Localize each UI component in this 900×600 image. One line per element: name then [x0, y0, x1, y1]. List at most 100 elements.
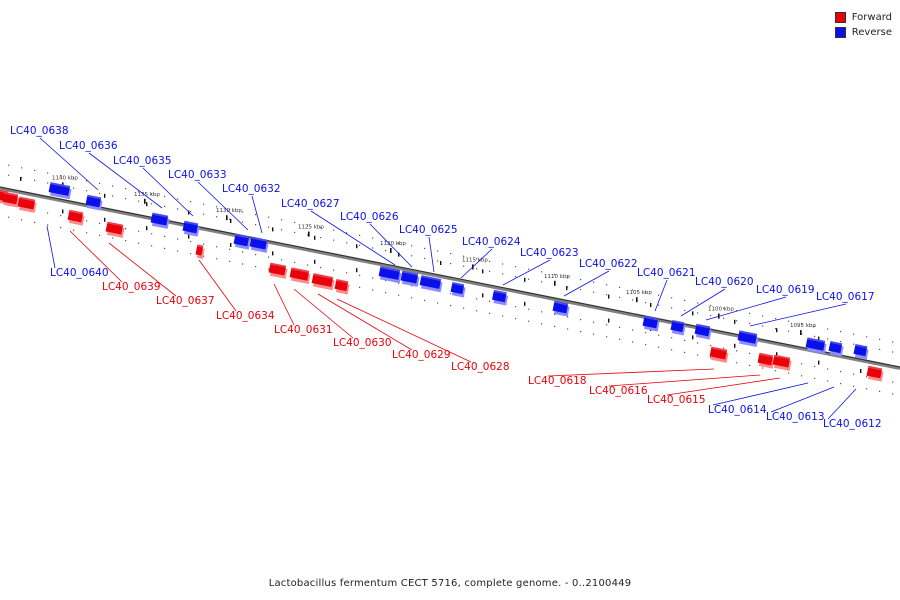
forward-gene[interactable] [709, 346, 729, 363]
track-dot [203, 255, 205, 257]
track-dots [8, 164, 894, 395]
reverse-gene[interactable] [400, 270, 420, 287]
gene-label-reverse: LC40_0624 [462, 236, 521, 248]
gene-label-forward: LC40_0637 [156, 295, 215, 307]
forward-gene[interactable] [772, 354, 792, 371]
reverse-gene[interactable] [694, 323, 712, 340]
leader-line-reverse [39, 137, 99, 191]
gene-label-reverse: LC40_0620 [695, 276, 754, 288]
track-dot [333, 269, 335, 271]
reverse-gene[interactable] [552, 300, 570, 317]
track-dot [619, 286, 621, 288]
reverse-gene[interactable] [249, 236, 269, 253]
forward-gene[interactable] [2, 191, 20, 208]
track-dot [684, 299, 686, 301]
reverse-gene[interactable] [642, 315, 660, 332]
gene-highlight [696, 323, 711, 329]
reverse-gene[interactable] [233, 233, 251, 250]
track-dot [892, 393, 894, 395]
reverse-gene[interactable] [182, 220, 200, 237]
track-dot [450, 305, 452, 307]
track-dot [151, 203, 153, 205]
track-tick [650, 303, 652, 307]
track-dot [125, 198, 127, 200]
forward-gene[interactable] [195, 244, 205, 259]
track-dot [242, 211, 244, 213]
track-dot [255, 266, 257, 268]
reverse-gene[interactable] [48, 182, 72, 200]
track-dot [21, 219, 23, 221]
reverse-gene[interactable] [828, 340, 844, 357]
gene-highlight [421, 275, 442, 282]
forward-gene[interactable] [866, 365, 884, 382]
track-dot [515, 306, 517, 308]
gene-body [195, 244, 204, 256]
track-dot [60, 227, 62, 229]
reverse-gene[interactable] [150, 212, 170, 229]
gene-label-reverse: LC40_0635 [113, 155, 172, 167]
forward-gene[interactable] [105, 221, 125, 238]
gene-features[interactable] [0, 182, 884, 382]
track-dot [359, 234, 361, 236]
track-dot [892, 351, 894, 353]
gene-label-reverse: LC40_0612 [823, 418, 882, 430]
track-dot [879, 390, 881, 392]
gene-body [866, 365, 883, 379]
reverse-gene[interactable] [491, 289, 509, 306]
track-dot [99, 182, 101, 184]
track-dot [671, 349, 673, 351]
track-dot [580, 331, 582, 333]
track-dot [47, 212, 49, 214]
reverse-gene[interactable] [85, 194, 103, 211]
gene-body [805, 337, 826, 351]
track-dot [671, 337, 673, 339]
gene-body [419, 275, 442, 289]
track-dot [827, 328, 829, 330]
track-dot [320, 227, 322, 229]
forward-gene[interactable] [268, 262, 288, 279]
scale-tick [636, 297, 638, 303]
forward-gene[interactable] [17, 196, 37, 213]
gene-body [642, 315, 659, 329]
track-dot [372, 289, 374, 291]
scale-tick-label: 1120 kbp [380, 241, 406, 247]
leader-line-forward [293, 288, 354, 339]
reverse-gene[interactable] [853, 343, 869, 360]
track-dot [645, 302, 647, 304]
scale-tick-label: 1130 kbp [216, 208, 242, 214]
track-dot [73, 229, 75, 231]
track-dot [385, 240, 387, 242]
reverse-gene[interactable] [805, 337, 827, 355]
forward-gene[interactable] [289, 267, 311, 285]
track-tick [356, 244, 358, 249]
leader-line-reverse [712, 382, 809, 406]
forward-gene[interactable] [311, 273, 335, 291]
reverse-gene[interactable] [670, 319, 686, 336]
gene-body [105, 221, 124, 235]
gene-highlight [774, 354, 791, 360]
track-tick [62, 209, 64, 214]
track-dot [47, 224, 49, 226]
leader-line-reverse [654, 279, 668, 312]
track-dot [138, 242, 140, 244]
scale-tick [308, 231, 310, 237]
gene-highlight [672, 319, 685, 325]
forward-gene[interactable] [757, 352, 775, 369]
forward-gene[interactable] [67, 209, 85, 226]
gene-body [17, 196, 36, 210]
leader-line-reverse [563, 270, 610, 297]
scale-tick [226, 215, 228, 221]
gene-label-reverse: LC40_0617 [816, 291, 875, 303]
track-dot [606, 324, 608, 326]
gene-body [2, 191, 19, 205]
track-dot [814, 365, 816, 367]
reverse-gene[interactable] [419, 275, 443, 293]
track-dot [697, 354, 699, 356]
track-dot [138, 230, 140, 232]
reverse-gene[interactable] [378, 266, 402, 284]
scale-tick-label: 1100 kbp [708, 307, 734, 313]
reverse-gene[interactable] [737, 330, 759, 348]
gene-highlight [184, 220, 199, 226]
reverse-gene[interactable] [450, 281, 466, 298]
forward-gene[interactable] [334, 278, 350, 295]
